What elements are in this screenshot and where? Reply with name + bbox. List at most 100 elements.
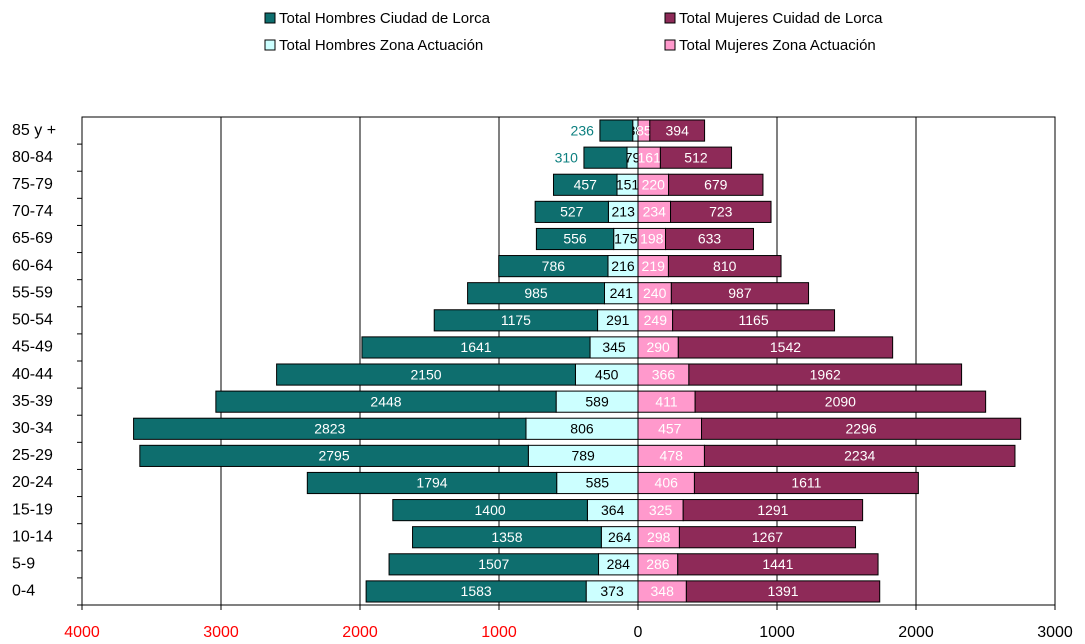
legend-label: Total Mujeres Zona Actuación: [679, 37, 876, 54]
data-label: 411: [655, 393, 678, 409]
data-label: 79: [625, 149, 641, 165]
data-label: 806: [570, 420, 594, 436]
data-label: 406: [655, 475, 679, 491]
bar: [139, 444, 529, 467]
legend-label: Total Hombres Ciudad de Lorca: [279, 10, 491, 27]
y-tick-label: 50-54: [12, 312, 53, 329]
bar: [583, 146, 628, 169]
data-label: 394: [666, 122, 690, 138]
bar: [688, 363, 963, 386]
data-label: 284: [607, 556, 631, 572]
bar: [599, 119, 634, 142]
legend-swatch: [664, 12, 676, 24]
legend-label: Total Hombres Zona Actuación: [279, 37, 483, 54]
bar: [365, 580, 587, 603]
x-tick-label: 4000: [64, 624, 100, 641]
data-label: 1391: [767, 583, 798, 599]
bar: [668, 173, 764, 196]
data-label: 2296: [846, 420, 877, 436]
data-label: 291: [606, 312, 630, 328]
data-label: 985: [524, 285, 548, 301]
y-tick-label: 15-19: [12, 501, 53, 518]
bar: [534, 200, 609, 223]
y-tick-label: 5-9: [12, 556, 35, 573]
bar: [701, 417, 1022, 440]
data-label: 234: [643, 204, 667, 220]
bar: [677, 553, 879, 576]
data-label: 723: [709, 204, 733, 220]
data-label: 213: [612, 204, 636, 220]
bar: [649, 119, 706, 142]
data-label: 345: [602, 339, 626, 355]
data-label: 1542: [770, 339, 801, 355]
y-tick-label: 65-69: [12, 230, 53, 247]
bar: [306, 471, 558, 495]
x-tick-label: 1000: [481, 624, 517, 641]
data-label: 1291: [757, 502, 788, 518]
bar: [685, 580, 881, 603]
data-label: 298: [647, 529, 671, 545]
bar: [682, 499, 864, 522]
bar: [659, 146, 733, 169]
data-label: 264: [608, 529, 632, 545]
data-label: 457: [574, 176, 598, 192]
data-label: 987: [728, 285, 752, 301]
data-label: 1794: [416, 475, 447, 491]
y-tick-label: 25-29: [12, 447, 53, 464]
legend-label: Total Mujeres Cuidad de Lorca: [679, 10, 883, 27]
data-label: 2795: [318, 448, 349, 464]
data-label: 366: [652, 366, 676, 382]
bar: [667, 255, 782, 278]
data-label: 373: [600, 583, 624, 599]
bar: [694, 390, 987, 413]
x-tick-label: 3000: [203, 624, 239, 641]
data-label: 241: [610, 285, 634, 301]
data-label: 1400: [475, 502, 506, 518]
data-label: 450: [595, 366, 619, 382]
data-label: 220: [642, 176, 666, 192]
bar: [361, 336, 591, 359]
data-label: 1611: [791, 475, 821, 491]
data-label: 478: [660, 448, 684, 464]
x-tick-label: 2000: [342, 624, 378, 641]
data-label: 1641: [460, 339, 491, 355]
y-tick-label: 60-64: [12, 257, 53, 274]
y-tick-label: 55-59: [12, 284, 53, 301]
data-label: 249: [644, 312, 668, 328]
data-label: 679: [704, 176, 728, 192]
data-label: 633: [698, 231, 722, 247]
x-tick-label: 3000: [1037, 624, 1073, 641]
data-label: 1962: [810, 366, 841, 382]
bar: [133, 417, 527, 440]
bar: [703, 444, 1016, 467]
y-tick-label: 70-74: [12, 203, 53, 220]
bar: [670, 200, 772, 223]
data-label: 1175: [501, 312, 531, 328]
data-label: 348: [651, 583, 675, 599]
data-label: 786: [542, 258, 566, 274]
y-tick-label: 0-4: [12, 583, 35, 600]
data-label: 585: [586, 475, 610, 491]
data-label: 286: [646, 556, 670, 572]
bar: [677, 336, 894, 359]
data-label: 364: [601, 502, 625, 518]
data-label: 85: [636, 122, 652, 138]
x-tick-label: 0: [634, 624, 643, 641]
bar: [665, 227, 755, 251]
bar: [412, 526, 602, 549]
data-label: 457: [658, 420, 682, 436]
data-label: 1583: [461, 583, 492, 599]
data-label: 527: [560, 204, 584, 220]
y-tick-label: 10-14: [12, 528, 53, 545]
legend-swatch: [664, 39, 676, 51]
data-label: 175: [614, 231, 638, 247]
data-label: 310: [555, 149, 579, 165]
data-label: 2823: [314, 420, 345, 436]
legend-swatch: [264, 12, 276, 24]
bar: [693, 471, 919, 495]
data-label: 1507: [478, 556, 509, 572]
bar: [388, 553, 600, 576]
y-tick-label: 45-49: [12, 339, 53, 356]
data-label: 1267: [752, 529, 783, 545]
